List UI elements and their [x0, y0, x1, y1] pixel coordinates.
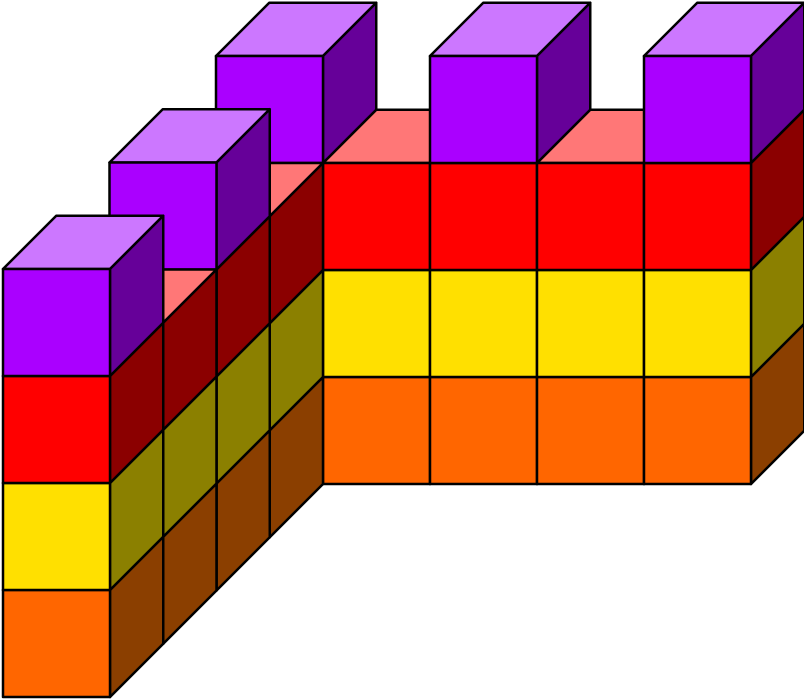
cube-front [1, 481, 112, 592]
cube-front [642, 375, 753, 486]
cube-front [535, 268, 646, 379]
cube-front [1, 374, 112, 485]
cube-front [428, 268, 539, 379]
cube-front [642, 54, 753, 165]
cube-front [321, 375, 432, 486]
cube-front [321, 161, 432, 272]
cube-front [1, 267, 112, 378]
cube-front [428, 54, 539, 165]
cube-front [321, 268, 432, 379]
cube-front [428, 375, 539, 486]
cube-front [642, 161, 753, 272]
cube-front [428, 161, 539, 272]
cube-front [642, 268, 753, 379]
cube-front [1, 588, 112, 699]
cube-front [535, 161, 646, 272]
cube-front [535, 375, 646, 486]
